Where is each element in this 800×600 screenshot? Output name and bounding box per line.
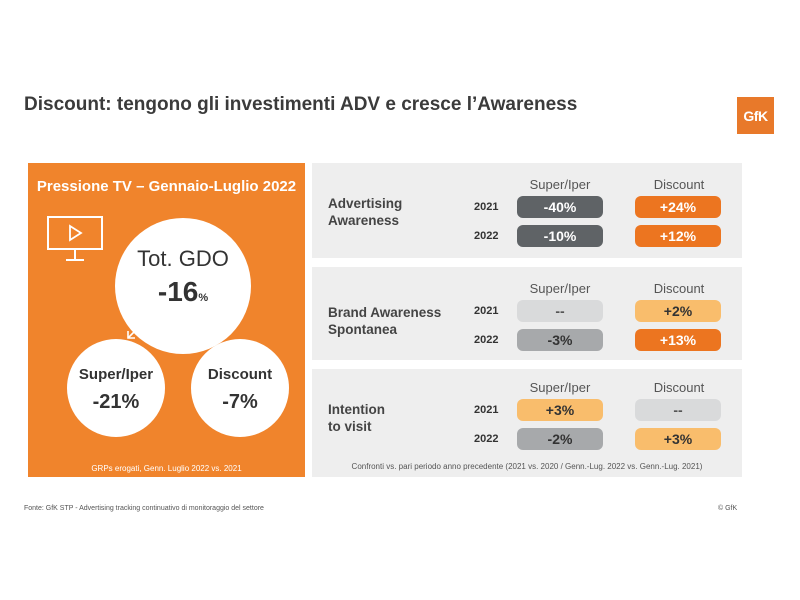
metric-name-line: Advertising — [328, 196, 403, 211]
total-gdo-value: -16% — [115, 276, 251, 308]
metric-panel-advertising-awareness: Advertising Awareness Super/Iper Discoun… — [312, 163, 742, 258]
value-pill: -- — [635, 399, 721, 421]
discount-value: -7% — [222, 391, 258, 413]
discount-circle: Discount -7% — [191, 339, 289, 437]
value-pill: +2% — [635, 300, 721, 322]
metric-name: Brand Awareness Spontanea — [328, 304, 441, 338]
total-gdo-label: Tot. GDO — [137, 246, 229, 271]
tv-icon — [47, 216, 103, 261]
arrow-down-left-icon — [127, 326, 140, 339]
super-iper-circle: Super/Iper -21% — [67, 339, 165, 437]
total-gdo-number: -16 — [157, 276, 199, 307]
value-pill: +13% — [635, 329, 721, 351]
metric-name-line: Intention — [328, 402, 385, 417]
metric-name-line: Awareness — [328, 213, 400, 228]
super-iper-value: -21% — [92, 391, 140, 413]
year-label: 2022 — [474, 433, 499, 445]
column-header-super-iper: Super/Iper — [529, 177, 591, 192]
total-gdo-circle: Tot. GDO -16% — [115, 218, 251, 354]
year-label: 2021 — [474, 404, 499, 416]
year-label: 2022 — [474, 334, 499, 346]
value-pill: +3% — [635, 428, 721, 450]
column-header-discount: Discount — [653, 177, 705, 192]
value-pill: -3% — [517, 329, 603, 351]
metric-name: Advertising Awareness — [328, 195, 402, 229]
value-pill: +12% — [635, 225, 721, 247]
metric-name-line: Brand Awareness — [328, 305, 442, 320]
total-gdo-unit: % — [198, 292, 209, 304]
year-label: 2021 — [474, 305, 499, 317]
discount-label: Discount — [207, 366, 273, 383]
value-pill: +24% — [635, 196, 721, 218]
value-pill: -- — [517, 300, 603, 322]
slide-title: Discount: tengono gli investimenti ADV e… — [24, 94, 578, 115]
arrow-down-right-icon — [204, 326, 217, 339]
tv-pressure-title: Pressione TV – Gennaio-Luglio 2022 — [36, 178, 297, 195]
metric-panel-intention-to-visit: Intention to visit Super/Iper Discount 2… — [312, 369, 742, 477]
column-header-super-iper: Super/Iper — [529, 380, 591, 395]
comparison-note: Confronti vs. pari periodo anno preceden… — [351, 462, 703, 471]
column-header-super-iper: Super/Iper — [529, 281, 591, 296]
metric-panel-brand-awareness: Brand Awareness Spontanea Super/Iper Dis… — [312, 267, 742, 360]
metric-name-line: Spontanea — [328, 322, 398, 337]
value-pill: -10% — [517, 225, 603, 247]
year-label: 2021 — [474, 201, 499, 213]
value-pill: -40% — [517, 196, 603, 218]
metric-name: Intention to visit — [328, 401, 385, 435]
column-header-discount: Discount — [653, 281, 705, 296]
year-label: 2022 — [474, 230, 499, 242]
column-header-discount: Discount — [653, 380, 705, 395]
super-iper-label: Super/Iper — [78, 366, 154, 383]
tv-pressure-panel: Pressione TV – Gennaio-Luglio 2022 Tot. … — [28, 163, 305, 477]
gfk-logo: GfK — [737, 97, 774, 134]
tv-pressure-footnote: GRPs erogati, Genn. Luglio 2022 vs. 2021 — [91, 464, 242, 473]
metric-name-line: to visit — [328, 419, 372, 434]
copyright: © GfK — [718, 505, 738, 512]
value-pill: -2% — [517, 428, 603, 450]
source-note: Fonte: GfK STP - Advertising tracking co… — [24, 505, 264, 512]
value-pill: +3% — [517, 399, 603, 421]
